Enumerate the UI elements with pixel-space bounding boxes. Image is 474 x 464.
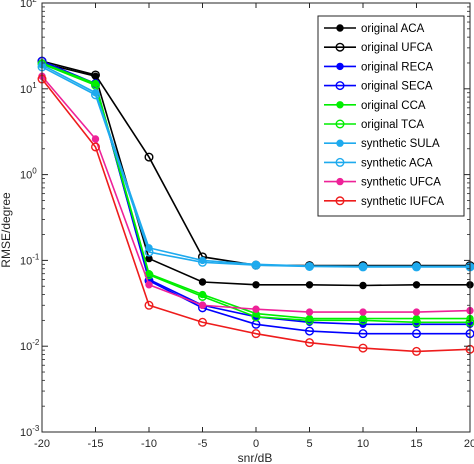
legend-entry: original ACA — [324, 23, 425, 35]
legend-label: synthetic ACA — [361, 157, 433, 169]
y-tick-label: 10-1 — [20, 252, 40, 267]
legend-marker — [336, 62, 344, 71]
axes-layer: -20 -15 -10 -5 0 5 10 15 20 10-3 10-2 10-1 100 101 102 — [20, 0, 474, 450]
x-tick-label: -5 — [198, 438, 208, 450]
data-point — [305, 308, 314, 316]
legend-label: synthetic UFCA — [361, 177, 441, 189]
data-point — [412, 262, 422, 272]
legend-label: original CCA — [361, 100, 426, 112]
x-tick-label: 5 — [306, 438, 312, 450]
data-point — [251, 260, 261, 270]
data-point — [252, 305, 260, 313]
data-point — [198, 301, 207, 309]
legend-marker — [336, 139, 344, 147]
legend-marker — [336, 177, 344, 186]
data-point — [197, 317, 207, 327]
data-point — [144, 247, 154, 257]
data-point — [305, 326, 315, 336]
legend-entry: synthetic UFCA — [324, 177, 441, 189]
data-point — [412, 317, 422, 327]
y-tick-label: 10-2 — [20, 338, 40, 353]
x-tick-label: -20 — [34, 438, 50, 450]
x-tick-label: -10 — [141, 438, 157, 450]
legend-entry: original RECA — [324, 61, 434, 73]
data-point — [251, 329, 261, 339]
legend-marker — [335, 119, 345, 129]
legend-label: original TCA — [361, 119, 424, 131]
legend-marker — [335, 81, 345, 91]
series-line — [41, 78, 471, 353]
data-point — [412, 329, 422, 339]
data-point — [358, 315, 368, 325]
data-point — [197, 257, 207, 267]
x-tick-label: -15 — [88, 438, 104, 450]
data-point — [412, 346, 422, 356]
legend-entry: synthetic ACA — [324, 157, 433, 169]
legend-entry: original TCA — [324, 119, 424, 131]
x-tick-label: 20 — [464, 438, 474, 450]
y-tick-label: 102 — [20, 0, 37, 10]
legend-entry: original SECA — [324, 81, 433, 93]
legend-label: original ACA — [361, 23, 425, 35]
legend-label: original UFCA — [361, 42, 433, 54]
legend-entry: original CCA — [324, 100, 426, 112]
legend-label: synthetic IUFCA — [361, 196, 444, 208]
data-point — [358, 262, 368, 272]
legend-marker — [336, 101, 344, 109]
data-point — [197, 291, 207, 301]
data-point — [305, 281, 314, 289]
data-point — [145, 281, 153, 289]
data-point — [90, 142, 100, 152]
data-point — [305, 315, 315, 325]
x-tick-label: 15 — [410, 438, 422, 450]
series-9 — [37, 74, 474, 356]
data-point — [412, 308, 421, 316]
y-tick-label: 101 — [20, 81, 37, 96]
legend-entry: original UFCA — [324, 42, 433, 54]
data-point — [144, 300, 154, 310]
data-point — [90, 70, 100, 80]
data-point — [91, 135, 100, 143]
data-point — [412, 281, 421, 289]
data-point — [358, 329, 368, 339]
x-tick-label: 10 — [357, 438, 369, 450]
data-point — [90, 90, 100, 100]
legend-marker — [336, 24, 344, 32]
legend-marker — [335, 157, 345, 167]
legend-entry: synthetic SULA — [324, 138, 440, 150]
series-line — [41, 66, 470, 268]
legend-entry: synthetic IUFCA — [324, 196, 444, 208]
y-axis-label: RMSE/degree — [0, 192, 13, 268]
data-point — [359, 281, 367, 290]
legend-marker — [335, 42, 345, 52]
legend-label: original SECA — [361, 81, 433, 93]
x-tick-label: 0 — [253, 438, 259, 450]
data-point — [358, 343, 368, 353]
data-point — [252, 281, 260, 289]
legend-label: synthetic SULA — [361, 138, 440, 150]
series-0 — [38, 59, 474, 290]
legend-label: original RECA — [361, 61, 434, 73]
legend: original ACA original UFCA original RECA or… — [317, 15, 465, 217]
series-layer — [37, 56, 474, 356]
y-tick-label: 10-3 — [20, 424, 40, 439]
data-point — [251, 312, 261, 322]
x-axis-label: snr/dB — [238, 451, 273, 464]
data-point — [305, 338, 315, 348]
data-point — [305, 261, 315, 271]
data-point — [359, 308, 367, 316]
legend-marker — [335, 196, 345, 206]
y-tick-label: 100 — [20, 167, 37, 182]
data-point — [198, 278, 207, 286]
data-point — [144, 152, 154, 162]
